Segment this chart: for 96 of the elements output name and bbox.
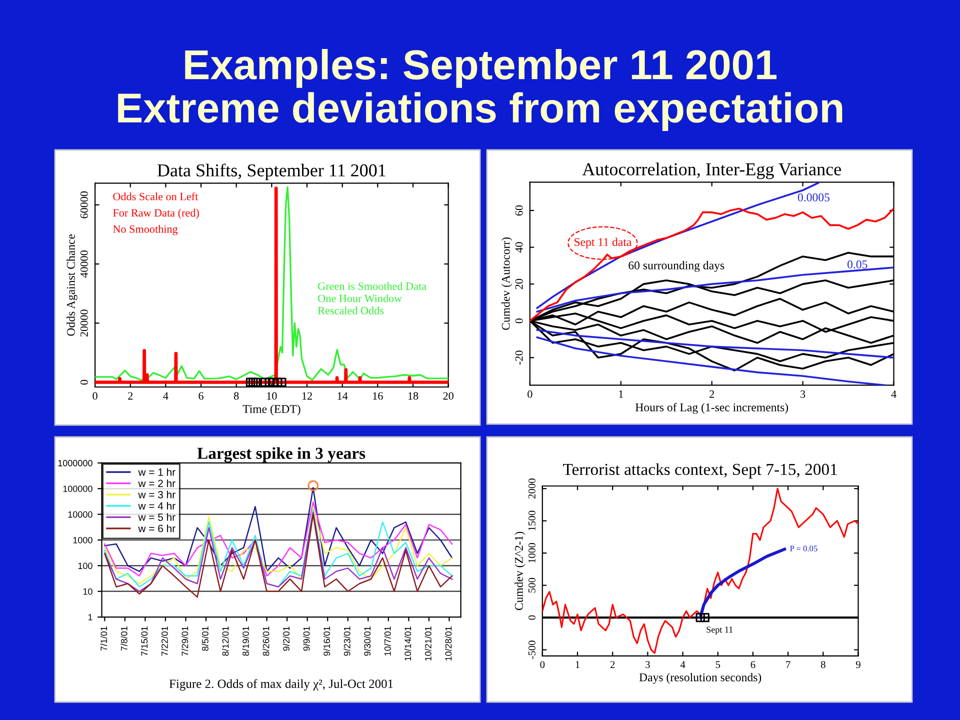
- y-tick-label: 10000: [68, 511, 92, 518]
- y-tick-label: 60: [515, 205, 523, 216]
- annotation: 60 surrounding days: [628, 261, 724, 272]
- y-tick-label: 40: [515, 242, 523, 253]
- y-tick-label: 20000: [80, 310, 88, 337]
- x-tick-label: 9/30/01: [364, 626, 371, 656]
- y-tick-label: 0: [515, 318, 523, 324]
- x-tick-label: 1: [576, 661, 580, 668]
- x-tick-label: 10/7/01: [384, 626, 391, 656]
- y-tick-label: 100: [78, 562, 92, 570]
- y-tick-label: 2000: [528, 478, 536, 499]
- x-tick-label: 14: [338, 392, 348, 400]
- x-tick-label: 5: [716, 661, 720, 668]
- x-tick-label: 7/22/01: [161, 626, 168, 656]
- annotation: Rescaled Odds: [318, 306, 384, 314]
- annotation: Odds Scale on Left: [113, 192, 198, 200]
- y-tick-label: 10: [83, 588, 92, 595]
- legend-label: w = 2 hr: [138, 479, 176, 487]
- x-tick-label: 16: [373, 392, 383, 400]
- x-tick-label: 12: [302, 392, 312, 400]
- x-tick-label: 3: [646, 661, 650, 668]
- y-tick-label: 60000: [80, 191, 88, 218]
- text: Extreme deviations from expectation: [118, 92, 842, 132]
- x-tick-label: 9/2/01: [282, 626, 290, 651]
- chart-title: Data Shifts, September 11 2001: [157, 164, 386, 180]
- x-tick-label: 6: [198, 392, 204, 400]
- legend-label: w = 1 hr: [138, 468, 176, 476]
- x-tick-label: 7: [786, 661, 790, 668]
- x-tick-label: 2: [610, 661, 615, 668]
- legend-label: w = 3 hr: [138, 490, 176, 498]
- x-axis-title: Time (EDT): [242, 404, 300, 416]
- y-tick-label: -500: [528, 640, 536, 659]
- y-tick-label: 100000: [63, 486, 92, 492]
- y-tick-label: 1000: [528, 543, 536, 563]
- y-tick-label: 1000000: [58, 460, 92, 466]
- annotation: 0.05: [847, 260, 868, 268]
- chart-title: Autocorrelation, Inter-Egg Variance: [582, 162, 841, 180]
- x-tick-label: 2: [128, 392, 133, 400]
- x-tick-label: 10: [267, 392, 277, 400]
- x-tick-label: 0: [92, 392, 98, 400]
- x-tick-label: 7/29/01: [182, 626, 188, 656]
- x-tick-label: 2: [710, 390, 714, 398]
- y-axis-title: Cumdev (Autocorr): [502, 237, 512, 330]
- annotation: One Hour Window: [318, 294, 402, 302]
- x-tick-label: 8/12/01: [222, 626, 229, 656]
- x-tick-label: 10/28/01: [445, 626, 452, 661]
- x-tick-label: 20: [443, 392, 454, 400]
- x-tick-label: 9: [856, 661, 860, 668]
- legend-label: w = 4 hr: [138, 502, 176, 510]
- x-axis-title: Days (resolution seconds): [639, 673, 762, 684]
- x-tick-label: 4: [163, 392, 168, 400]
- legend-label: w = 5 hr: [138, 513, 176, 521]
- y-axis-title: Cumdev (Z^2-1): [514, 532, 526, 610]
- x-tick-label: 3: [800, 390, 806, 398]
- x-tick-label: 10/21/01: [424, 626, 432, 661]
- y-axis-title: Odds Against Chance: [66, 234, 78, 336]
- x-tick-label: 9/23/01: [344, 626, 350, 656]
- x-tick-label: 8/26/01: [262, 626, 270, 656]
- annotation: Green is Smoothed Data: [318, 282, 426, 290]
- annotation: 0.0005: [798, 193, 830, 202]
- x-tick-label: 10/14/01: [404, 626, 412, 661]
- chart-title: Largest spike in 3 years: [197, 447, 366, 462]
- x-tick-label: 7/8/01: [120, 626, 128, 651]
- y-tick-label: -20: [515, 350, 523, 365]
- y-tick-label: 20: [515, 278, 523, 290]
- annotation: Sept 11 data: [574, 238, 632, 248]
- x-tick-label: 9/9/01: [303, 626, 310, 651]
- x-tick-label: 9/16/01: [323, 626, 330, 656]
- y-tick-label: 1000: [73, 536, 92, 544]
- x-tick-label: 0: [540, 661, 545, 668]
- x-tick-label: 1: [619, 390, 623, 398]
- x-tick-label: 6: [750, 661, 756, 668]
- y-tick-label: 0: [80, 380, 88, 385]
- text: Examples: September 11 2001: [185, 48, 776, 88]
- y-tick-label: 1500: [528, 510, 536, 530]
- y-tick-label: 40000: [80, 250, 88, 278]
- x-tick-label: 4: [680, 661, 686, 668]
- x-tick-label: 7/1/01: [100, 626, 108, 651]
- legend-label: w = 6 hr: [138, 524, 176, 532]
- chart-title: Terrorist attacks context, Sept 7-15, 2001: [563, 463, 837, 478]
- x-tick-label: 8: [234, 392, 239, 400]
- annotation: P = 0.05: [790, 546, 818, 552]
- x-tick-label: 7/15/01: [140, 626, 148, 656]
- annotation: For Raw Data (red): [113, 208, 199, 219]
- x-tick-label: 8/19/01: [242, 626, 249, 656]
- y-tick-label: 1: [88, 614, 92, 620]
- annotation: Sept 11: [706, 626, 733, 635]
- x-tick-label: 4: [891, 390, 896, 398]
- caption: Figure 2. Odds of max daily χ², Jul-Oct 2001: [169, 679, 393, 691]
- x-tick-label: 8/5/01: [202, 626, 208, 651]
- y-tick-label: 0: [528, 615, 536, 620]
- y-tick-label: 500: [528, 578, 536, 593]
- x-tick-label: 8: [820, 661, 826, 668]
- annotation: No Smoothing: [113, 225, 178, 236]
- x-axis-title: Hours of Lag (1-sec increments): [635, 402, 788, 414]
- x-tick-label: 18: [408, 392, 418, 400]
